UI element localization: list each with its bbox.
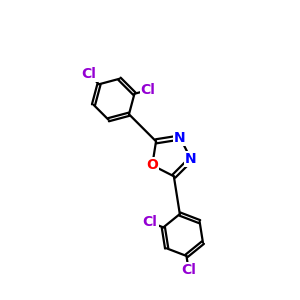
Text: O: O bbox=[146, 158, 158, 172]
Text: Cl: Cl bbox=[143, 215, 158, 229]
Text: Cl: Cl bbox=[141, 83, 155, 97]
Text: N: N bbox=[185, 152, 197, 166]
Text: Cl: Cl bbox=[82, 67, 96, 81]
Text: Cl: Cl bbox=[181, 263, 196, 277]
Text: N: N bbox=[174, 130, 186, 145]
